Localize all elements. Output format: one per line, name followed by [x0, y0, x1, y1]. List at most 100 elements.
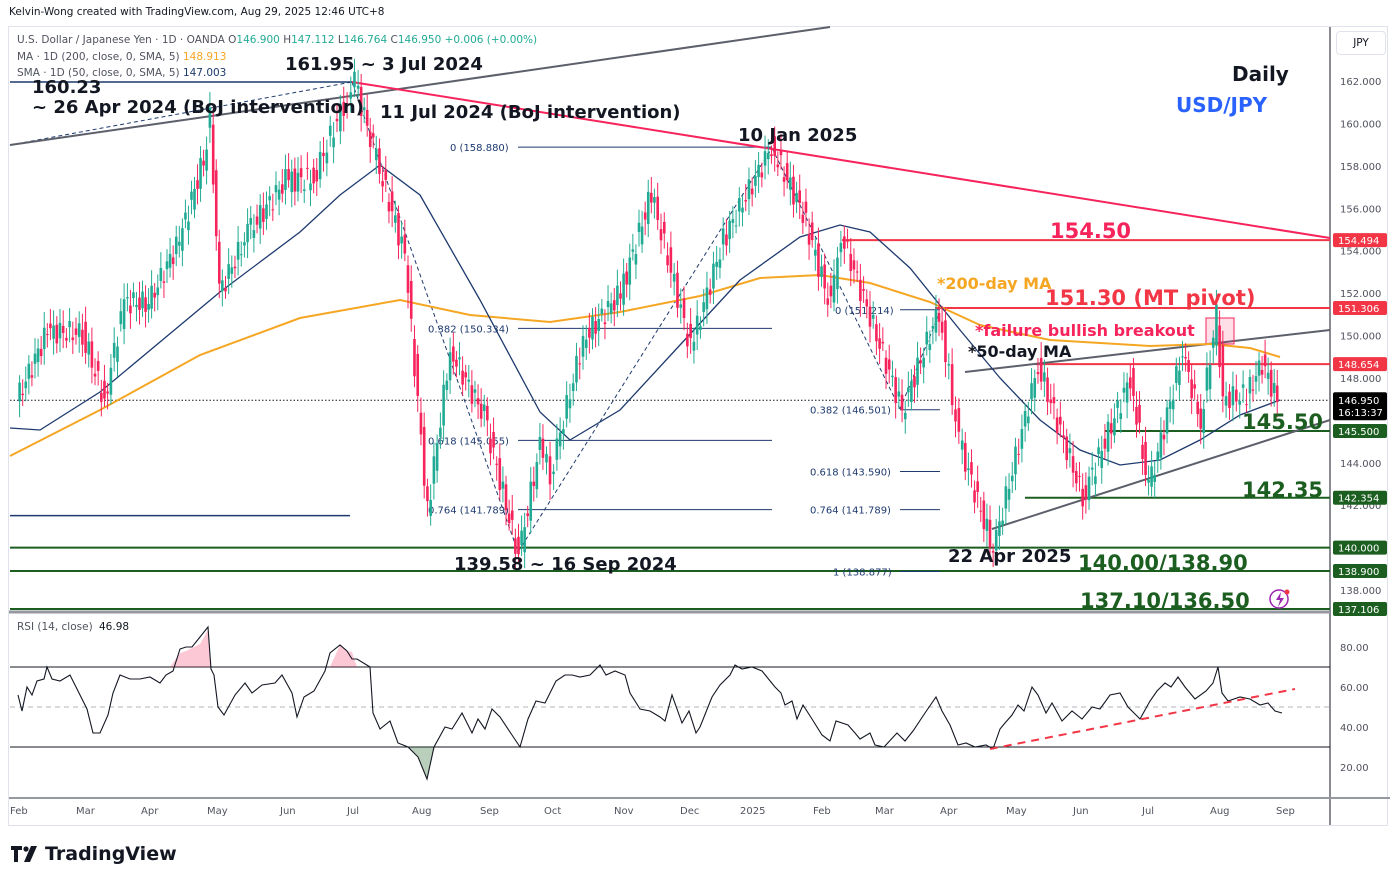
high-label: H [283, 34, 292, 46]
fib-level-label: 0.382 (150.334) [428, 324, 509, 335]
price-axis[interactable]: 162.000 160.000 158.000 156.000 154.000 152.0… [1333, 77, 1387, 774]
symbol-legend[interactable]: U.S. Dollar / Japanese Yen · 1D · OANDA … [17, 34, 537, 46]
ma200-label: MA · 1D (200, close, 0, SMA, 5) [17, 51, 180, 63]
level-label: 154.50 [1050, 219, 1131, 243]
chart-subtitle: USD/JPY [1176, 93, 1268, 117]
ma200-legend[interactable]: MA · 1D (200, close, 0, SMA, 5) 148.913 [17, 51, 226, 63]
price-tick: 142.000 [1340, 501, 1381, 512]
price-tick: 158.000 [1340, 162, 1381, 173]
moving-averages [9, 164, 1281, 466]
price-tick: 154.000 [1340, 247, 1381, 258]
level-price-tag: 140.000 [1338, 544, 1379, 555]
time-tick: Dec [680, 806, 699, 817]
close-value: 146.950 [397, 34, 442, 46]
time-tick: May [207, 806, 228, 817]
lightning-icon[interactable] [1269, 589, 1289, 609]
fib-level-label: 1 (138.877) [833, 567, 892, 578]
currency-button[interactable]: JPY [1336, 31, 1386, 55]
time-tick: Aug [412, 806, 432, 817]
horizontal-levels [10, 81, 1330, 611]
last-price-tag: 146.950 [1338, 396, 1379, 407]
rsi-label: RSI (14, close) [17, 621, 93, 633]
rsi-pane: RSI (14, close) 46.98 [10, 621, 1330, 781]
fib-level-label: 0.764 (141.789) [428, 506, 509, 517]
rsi-tick: 60.00 [1340, 683, 1369, 694]
chart-annotation: 11 Jul 2024 (BoJ intervention) [380, 102, 681, 123]
bar-countdown: 16:13:37 [1338, 408, 1383, 419]
fib-level-label: 0 (151.214) [835, 306, 894, 317]
time-tick: Oct [544, 806, 561, 817]
time-axis[interactable]: Feb Mar Apr May Jun Jul Aug Sep Oct Nov Dec 2025 Feb… [10, 806, 1295, 817]
time-tick: Aug [1210, 806, 1230, 817]
chart-title: Daily [1232, 62, 1289, 86]
price-tick: 148.000 [1340, 374, 1381, 385]
time-tick: Feb [10, 806, 28, 817]
chart-credit: Kelvin-Wong created with TradingView.com… [9, 6, 385, 18]
rsi-value: 46.98 [99, 621, 129, 633]
fib-level-label: 0.618 (143.590) [810, 467, 891, 478]
chart-annotation: *200-day MA [937, 274, 1052, 293]
low-label: L [337, 34, 344, 46]
level-label: 137.10/136.50 [1080, 589, 1250, 613]
chart-frame [8, 26, 1388, 826]
rsi-trendline [989, 688, 1296, 750]
fib-level-label: 0.618 (145.055) [428, 436, 509, 447]
fib-level-label: 0 (158.880) [450, 143, 509, 154]
price-tick: 150.000 [1340, 332, 1381, 343]
annotations: 161.95 ~ 3 Jul 2024 160.23~ 26 Apr 2024 (… [32, 54, 1323, 613]
sma50-label: SMA · 1D (50, close, 0, SMA, 5) [17, 67, 180, 79]
tradingview-logo[interactable]: TradingView [11, 843, 177, 865]
chart-annotation: *50-day MA [968, 342, 1072, 361]
chart-annotation: 22 Apr 2025 [948, 546, 1071, 567]
time-tick: Jul [1141, 806, 1154, 817]
level-price-tag: 148.654 [1338, 360, 1379, 371]
tradingview-logo-icon [11, 846, 37, 862]
fib-retracements: 0.382 (150.334) 0.618 (145.055) 0.764 (141… [9, 81, 941, 578]
high-value: 147.112 [291, 34, 335, 46]
change-value: +0.006 (+0.00%) [444, 34, 538, 46]
open-label: O [228, 34, 237, 46]
rsi-tick: 40.00 [1340, 723, 1369, 734]
time-tick: Jun [1072, 806, 1089, 817]
low-value: 146.764 [343, 34, 388, 46]
chart-annotation: 139.58 ~ 16 Sep 2024 [454, 554, 677, 575]
time-tick: Jul [346, 806, 359, 817]
rsi-tick: 80.00 [1340, 643, 1369, 654]
sma50-legend[interactable]: SMA · 1D (50, close, 0, SMA, 5) 147.003 [17, 67, 226, 79]
tradingview-logo-text: TradingView [45, 843, 177, 865]
level-label: 145.50 [1242, 410, 1323, 434]
level-price-tag: 137.106 [1338, 605, 1379, 616]
fib-level-label: 0.764 (141.789) [810, 506, 891, 517]
sma50-line [9, 164, 1281, 466]
level-label: 140.00/138.90 [1078, 551, 1248, 575]
time-tick: Jun [279, 806, 296, 817]
price-tick: 160.000 [1340, 119, 1381, 130]
level-label: 151.30 (MT pivot) [1045, 286, 1255, 310]
rsi-tick: 20.00 [1340, 763, 1369, 774]
level-label: 142.35 [1242, 478, 1323, 502]
time-tick: May [1006, 806, 1027, 817]
chart-annotation: 161.95 ~ 3 Jul 2024 [285, 54, 483, 75]
price-tick: 144.000 [1340, 459, 1381, 470]
time-tick: Sep [1276, 806, 1295, 817]
time-tick: Feb [813, 806, 831, 817]
open-value: 146.900 [236, 34, 280, 46]
time-tick: Apr [940, 806, 958, 817]
chart-annotation: ~ 26 Apr 2024 (BoJ intervention) [32, 97, 364, 118]
time-tick: Nov [614, 806, 634, 817]
price-tick: 152.000 [1340, 289, 1381, 300]
rsi-line [17, 625, 1283, 781]
sma50-value: 147.003 [182, 67, 227, 79]
price-tick: 156.000 [1340, 204, 1381, 215]
time-tick: Apr [141, 806, 159, 817]
level-price-tag: 151.306 [1338, 304, 1379, 315]
ma200-value: 148.913 [182, 51, 227, 63]
price-tick: 138.000 [1340, 586, 1381, 597]
time-tick: Sep [480, 806, 499, 817]
level-price-tag: 138.900 [1338, 567, 1379, 578]
chart-annotation: 10 Jan 2025 [738, 125, 857, 146]
time-tick: Mar [76, 806, 96, 817]
close-label: C [390, 34, 398, 46]
level-price-tag: 145.500 [1338, 427, 1379, 438]
